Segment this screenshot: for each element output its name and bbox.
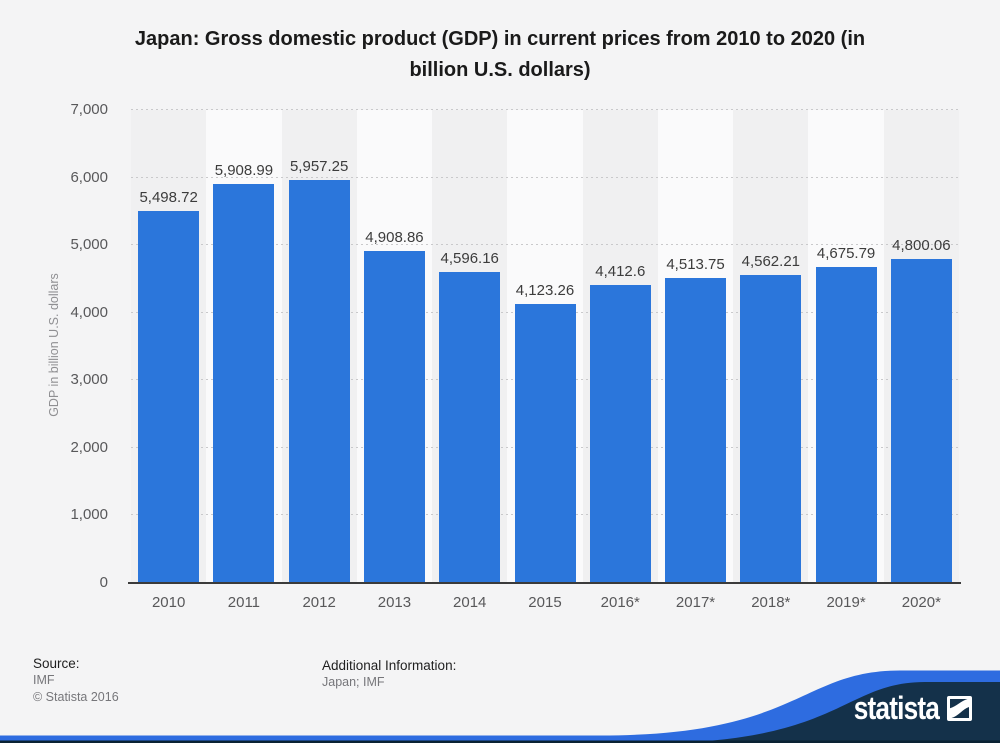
statista-logotype: statista	[853, 690, 940, 726]
bar-2018*	[740, 274, 802, 583]
x-tick-label-2015: 2015	[528, 594, 562, 611]
source-value: IMF	[33, 673, 55, 687]
y-tick-label-6,000: 6,000	[70, 168, 108, 186]
brand-wave-blue-swoosh	[0, 670, 1000, 743]
bar-2011	[213, 183, 275, 583]
source-block: Source: IMF © Statista 2016	[33, 655, 119, 706]
gridline-5,000	[131, 244, 959, 246]
x-tick-label-2019*: 2019*	[826, 594, 866, 611]
copyright-text: © Statista 2016	[33, 690, 119, 704]
bar-value-label-2012: 5,957.25	[289, 158, 349, 176]
x-tick-label-2020*: 2020*	[901, 594, 941, 611]
y-tick-label-7,000: 7,000	[70, 101, 108, 118]
y-tick-label-1,000: 1,000	[70, 506, 108, 524]
x-tick-label-2013: 2013	[377, 594, 412, 611]
bar-value-label-2018*: 4,562.21	[741, 252, 800, 270]
y-tick-label-3,000: 3,000	[70, 371, 108, 389]
bar-2014	[439, 272, 501, 583]
y-tick-label-0: 0	[99, 574, 108, 591]
y-axis-title: GDP in billion U.S. dollars	[47, 273, 61, 417]
x-tick-label-2011: 2011	[227, 594, 261, 611]
x-tick-label-2017*: 2017*	[675, 594, 716, 611]
chart-title: Japan: Gross domestic product (GDP) in c…	[0, 24, 1000, 86]
bar-2019*	[815, 267, 877, 583]
bar-value-label-2011: 5,908.99	[214, 161, 274, 179]
x-axis-line	[128, 582, 961, 584]
brand-wave-bottom-line	[0, 740, 1000, 743]
bar-2017*	[665, 278, 727, 583]
bar-2015	[514, 304, 576, 583]
bar-value-label-2013: 4,908.86	[365, 229, 424, 247]
x-tick-label-2014: 2014	[453, 594, 487, 611]
bar-value-label-2010: 5,498.72	[139, 189, 198, 207]
bar-value-label-2016*: 4,412.6	[595, 262, 646, 280]
gridline-7,000	[131, 109, 959, 110]
brand-wave	[0, 670, 1000, 743]
y-tick-label-4,000: 4,000	[70, 303, 108, 321]
bar-2010	[138, 211, 200, 583]
bar-2020*	[890, 258, 952, 583]
bar-value-label-2019*: 4,675.79	[816, 245, 876, 263]
bar-value-label-2014: 4,596.16	[440, 250, 499, 268]
additional-info-label: Additional Information:	[322, 658, 457, 673]
x-tick-label-2012: 2012	[302, 594, 336, 611]
x-tick-label-2016*: 2016*	[600, 594, 640, 611]
y-tick-label-2,000: 2,000	[70, 438, 108, 456]
statista-logo-icon	[947, 695, 972, 721]
plot-area	[131, 109, 959, 583]
y-tick-label-5,000: 5,000	[70, 236, 108, 254]
x-tick-label-2018*: 2018*	[751, 594, 791, 611]
x-tick-label-2010: 2010	[151, 594, 186, 611]
chart-title-line1: Japan: Gross domestic product (GDP) in c…	[134, 28, 866, 50]
chart-title-line2: billion U.S. dollars)	[409, 59, 591, 81]
bar-2013	[363, 251, 425, 583]
bar-2016*	[589, 284, 651, 583]
bar-value-label-2020*: 4,800.06	[892, 236, 951, 254]
bar-value-label-2015: 4,123.26	[515, 282, 575, 300]
gridline-6,000	[131, 176, 959, 178]
additional-info-value: Japan; IMF	[322, 675, 385, 689]
statista-logo: statista	[835, 692, 972, 724]
source-label: Source:	[33, 656, 80, 671]
additional-info-block: Additional Information: Japan; IMF	[322, 657, 456, 691]
brand-wave-navy-swoosh	[660, 682, 1000, 743]
bar-2012	[288, 180, 350, 583]
bar-value-label-2017*: 4,513.75	[666, 255, 725, 273]
